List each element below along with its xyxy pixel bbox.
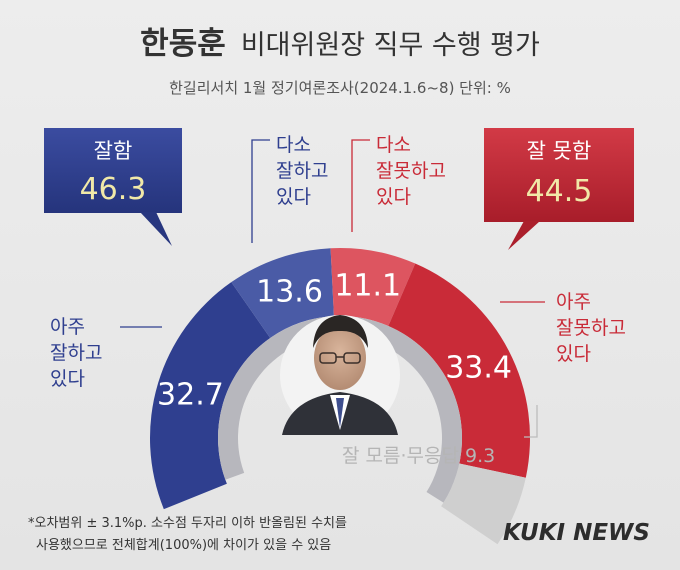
leader-line-somewhat-good [251,139,270,243]
label-very-bad: 아주 잘못하고 있다 [556,291,632,365]
title-name: 한동훈 [140,26,226,62]
donut-slices [150,248,530,545]
summary-positive-value: 46.3 [80,172,147,207]
summary-negative-value: 44.5 [526,174,593,209]
summary-positive-label: 잘함 [94,139,133,163]
label-somewhat-good: 다소 잘하고 있다 [276,134,335,208]
label-very-good: 아주 잘하고 있다 [50,316,109,390]
leader-line-somewhat-bad [351,139,370,232]
value-label-0: 32.7 [157,378,224,413]
label-somewhat-bad: 다소 잘못하고 있다 [376,134,452,208]
value-labels: 32.7 13.6 11.1 33.4 [157,268,512,412]
donut-slice-1 [231,248,334,338]
donut-slice-0 [150,282,271,510]
brand-logo: KUKI NEWS [503,520,650,546]
footnote: *오차범위 ± 3.1%p. 소수점 두자리 이하 반올림된 수치를 사용했으므… [28,516,351,553]
inner-band [217,315,462,503]
title-rest: 비대위원장 직무 수행 평가 [241,30,540,61]
value-label-2: 11.1 [334,268,401,303]
chart-title: 한동훈 비대위원장 직무 수행 평가 [140,26,540,62]
portrait-photo [280,315,400,435]
leader-lines [120,139,545,438]
summary-positive: 잘함 46.3 [44,128,182,246]
value-label-3: 33.4 [445,350,512,385]
leader-line-unknown [524,405,538,438]
donut-slice-3 [388,263,530,478]
label-unknown: 잘 모름·무응답 9.3 [342,445,495,467]
value-label-1: 13.6 [256,274,323,309]
summary-negative-label: 잘 못함 [527,139,592,163]
chart-subtitle: 한길리서치 1월 정기여론조사(2024.1.6~8) 단위: % [169,79,511,97]
donut-slice-4 [441,463,526,545]
donut-slice-2 [330,248,416,326]
summary-negative: 잘 못함 44.5 [484,128,634,250]
